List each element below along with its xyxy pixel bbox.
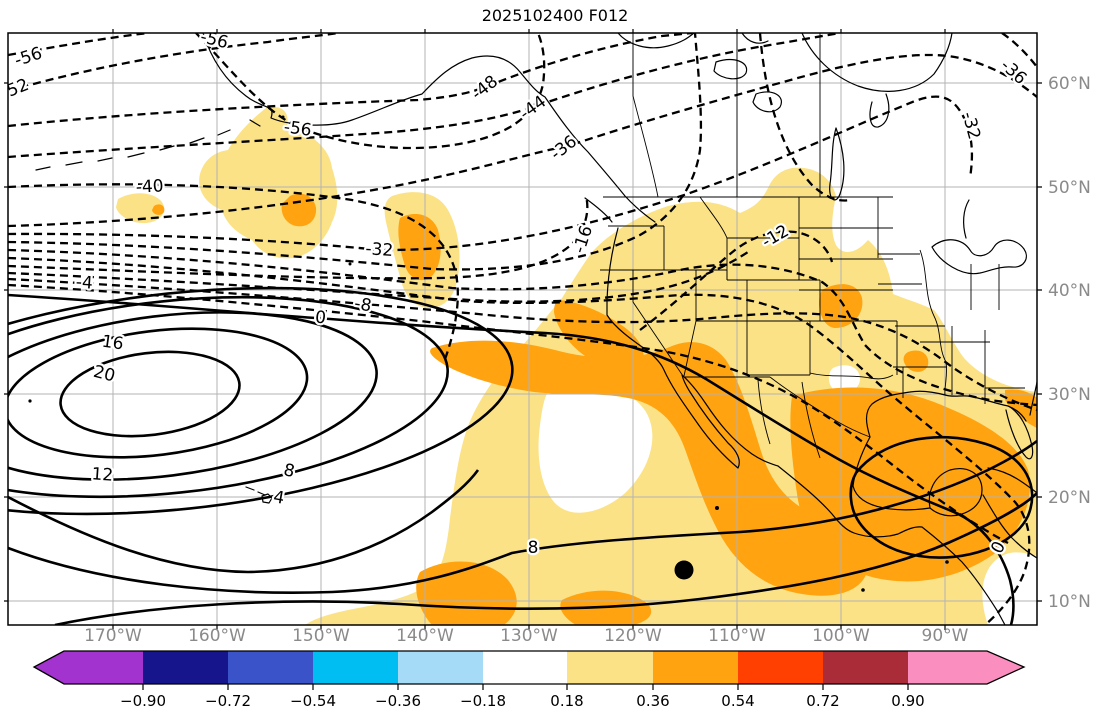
colorbar-tick-label: 0.72 (806, 692, 839, 710)
colorbar-tick-label: 0.90 (891, 692, 924, 710)
colorbar-outline (32, 650, 1026, 685)
colorbar: −0.90 −0.72 −0.54 −0.36 −0.18 0.18 0.36 … (32, 650, 1026, 710)
colorbar-segment (738, 651, 823, 684)
contour-label: 16 (101, 332, 125, 355)
colorbar-tick-label: 0.36 (636, 692, 669, 710)
colorbar-tick-label: −0.36 (375, 692, 421, 710)
lat-tick-label: 60°N (1048, 74, 1091, 94)
latitude-axis-labels: 60°N 50°N 40°N 30°N 20°N 10°N (1048, 74, 1091, 612)
lon-tick-label: 110°W (708, 626, 766, 646)
colorbar-tick-label: −0.90 (120, 692, 166, 710)
chart-title: 2025102400 F012 (482, 6, 629, 25)
axis-ticks (4, 29, 1042, 630)
colorbar-tick-label: 0.18 (550, 692, 583, 710)
colorbar-tick-label: −0.72 (205, 692, 251, 710)
lon-tick-label: 90°W (922, 626, 969, 646)
lat-tick-label: 10°N (1048, 592, 1091, 612)
dashed-contours (8, 33, 1037, 625)
contour-label: 0 (314, 308, 327, 329)
colorbar-tick-labels: −0.90 −0.72 −0.54 −0.36 −0.18 0.18 0.36 … (120, 692, 925, 710)
colorbar-segment (653, 651, 738, 684)
lon-tick-label: 160°W (188, 626, 246, 646)
contour-label: -32 (365, 239, 394, 261)
colorbar-segment (567, 651, 653, 684)
lon-tick-label: 140°W (396, 626, 454, 646)
colorbar-segment (143, 651, 228, 684)
station-marker-dot (674, 560, 694, 580)
colorbar-segment (398, 651, 483, 684)
colorbar-tick-label: −0.18 (460, 692, 506, 710)
contour-label: 8 (528, 538, 539, 558)
colorbar-segment (228, 651, 313, 684)
contour-label: -40 (135, 176, 164, 197)
contour-label: 12 (91, 464, 114, 485)
contour-label: -56 (283, 117, 313, 141)
lat-tick-label: 40°N (1048, 281, 1091, 301)
small-island-dots (28, 115, 949, 592)
colorbar-segment (823, 651, 908, 684)
colorbar-segment (313, 651, 398, 684)
lon-tick-label: 170°W (84, 626, 142, 646)
colorbar-extend-left (34, 651, 143, 684)
colorbar-tick-label: 0.54 (721, 692, 754, 710)
map-area: -56 -52 -56 -56 -40 -48 -44 -36 -32 -16 … (8, 33, 1037, 625)
colorbar-ticks (142, 684, 909, 690)
lat-tick-label: 30°N (1048, 385, 1091, 405)
colorbar-segment (483, 651, 567, 684)
lat-tick-label: 20°N (1048, 488, 1091, 508)
lon-tick-label: 100°W (812, 626, 870, 646)
map-frame (7, 32, 1038, 626)
contour-label: -8 (353, 294, 373, 317)
solid-contours (8, 286, 1037, 625)
lon-tick-label: 130°W (500, 626, 558, 646)
colorbar-tick-label: −0.54 (290, 692, 336, 710)
lon-tick-label: 120°W (604, 626, 662, 646)
longitude-axis-labels: 170°W 160°W 150°W 140°W 130°W 120°W 110°… (84, 626, 969, 646)
lat-tick-label: 50°N (1048, 178, 1091, 198)
lon-tick-label: 150°W (292, 626, 350, 646)
colorbar-extend-right (908, 651, 1024, 684)
contour-label: -4 (75, 272, 93, 293)
coastlines (35, 33, 1037, 625)
